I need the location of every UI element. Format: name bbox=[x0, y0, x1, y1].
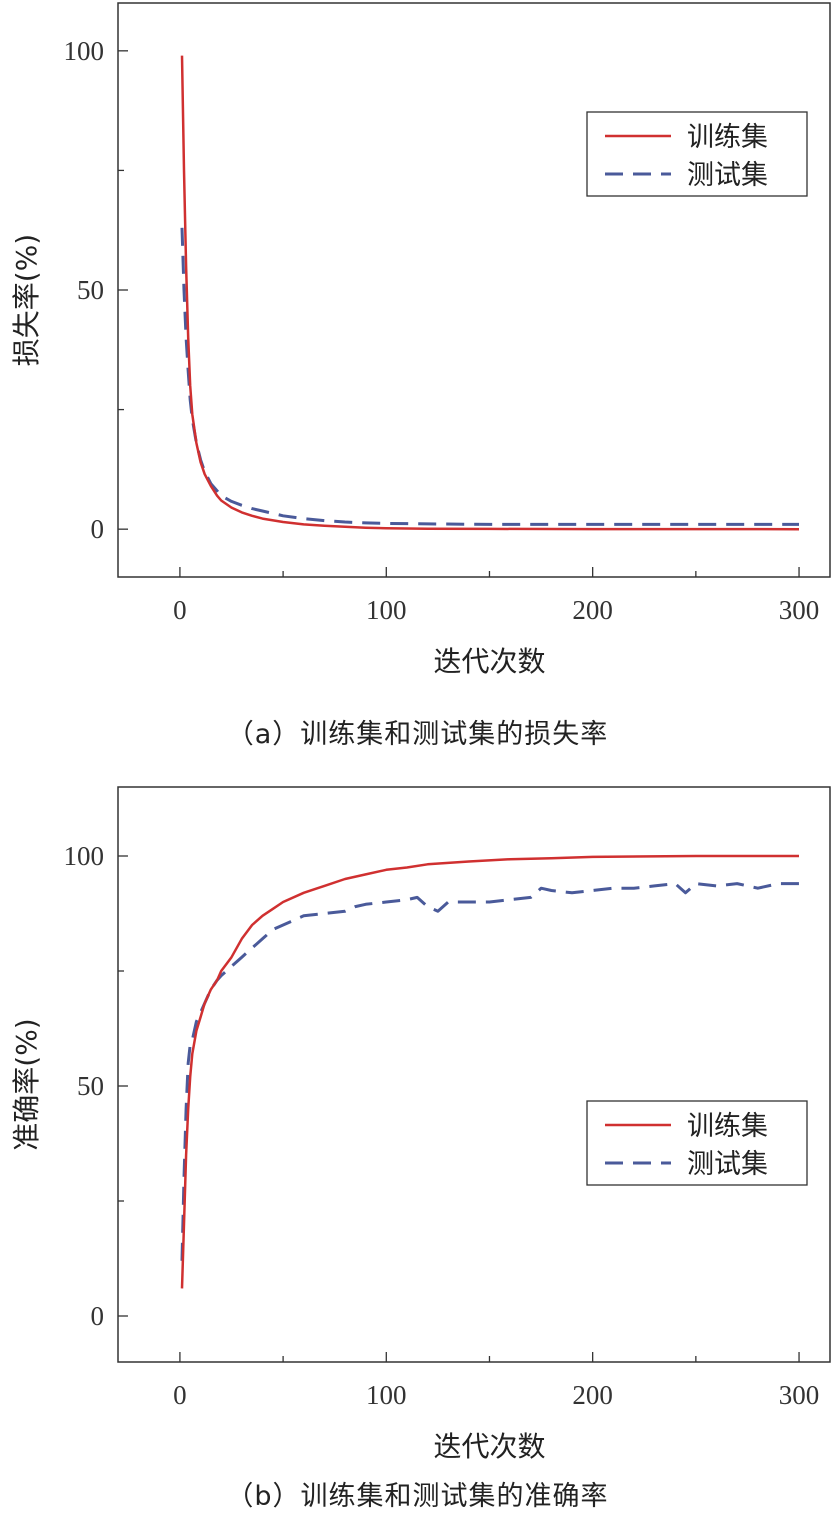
loss-y-axis-label: 损失率(%) bbox=[10, 234, 43, 366]
loss-legend-label-test: 测试集 bbox=[687, 160, 768, 191]
accuracy-plot-frame bbox=[117, 786, 831, 1363]
accuracy-legend-label-test: 测试集 bbox=[687, 1149, 768, 1180]
accuracy-y-tick-label: 100 bbox=[64, 841, 105, 871]
loss-y-tick-label: 0 bbox=[91, 514, 105, 544]
loss-plot-frame bbox=[117, 2, 831, 578]
loss-legend-box bbox=[586, 111, 808, 197]
accuracy-y-tick-label: 0 bbox=[91, 1301, 105, 1331]
accuracy-x-tick-label: 200 bbox=[572, 1380, 613, 1410]
accuracy-x-tick-label: 0 bbox=[173, 1380, 187, 1410]
accuracy-x-tick-label: 300 bbox=[779, 1380, 820, 1410]
loss-x-tick-label: 0 bbox=[173, 595, 187, 625]
loss-series-test-line bbox=[180, 227, 799, 526]
accuracy-chart-panel: 0 100 200 300 0 50 100 迭代次数 准确率(%) 训练集测试集 （b）训练集和… bbox=[0, 766, 835, 1532]
loss-legend-label-train: 训练集 bbox=[687, 122, 768, 153]
accuracy-y-axis-label: 准确率(%) bbox=[10, 1018, 43, 1150]
accuracy-y-tick-label: 50 bbox=[77, 1071, 104, 1101]
loss-y-tick-label: 50 bbox=[77, 275, 104, 305]
loss-y-tick-label: 100 bbox=[64, 36, 105, 66]
loss-chart-caption: （a）训练集和测试集的损失率 bbox=[226, 719, 609, 750]
loss-x-tick-label: 200 bbox=[572, 595, 613, 625]
loss-x-axis-label: 迭代次数 bbox=[433, 645, 545, 678]
accuracy-series-train-line bbox=[180, 854, 799, 1289]
loss-series-train-line bbox=[180, 55, 800, 531]
accuracy-x-tick-label: 100 bbox=[366, 1380, 407, 1410]
accuracy-x-axis-label: 迭代次数 bbox=[433, 1430, 545, 1463]
loss-x-tick-label: 300 bbox=[779, 595, 820, 625]
loss-chart-panel: 0 100 200 300 0 50 100 迭代次数 损失率(%) 训练集测试集 （a）训练集和… bbox=[10, 2, 831, 750]
accuracy-legend-label-train: 训练集 bbox=[687, 1111, 768, 1142]
accuracy-chart-caption: （b）训练集和测试集的准确率 bbox=[226, 1481, 609, 1512]
accuracy-series-test-line bbox=[180, 882, 799, 1261]
loss-x-tick-label: 100 bbox=[366, 595, 407, 625]
accuracy-legend-box bbox=[586, 1100, 808, 1186]
